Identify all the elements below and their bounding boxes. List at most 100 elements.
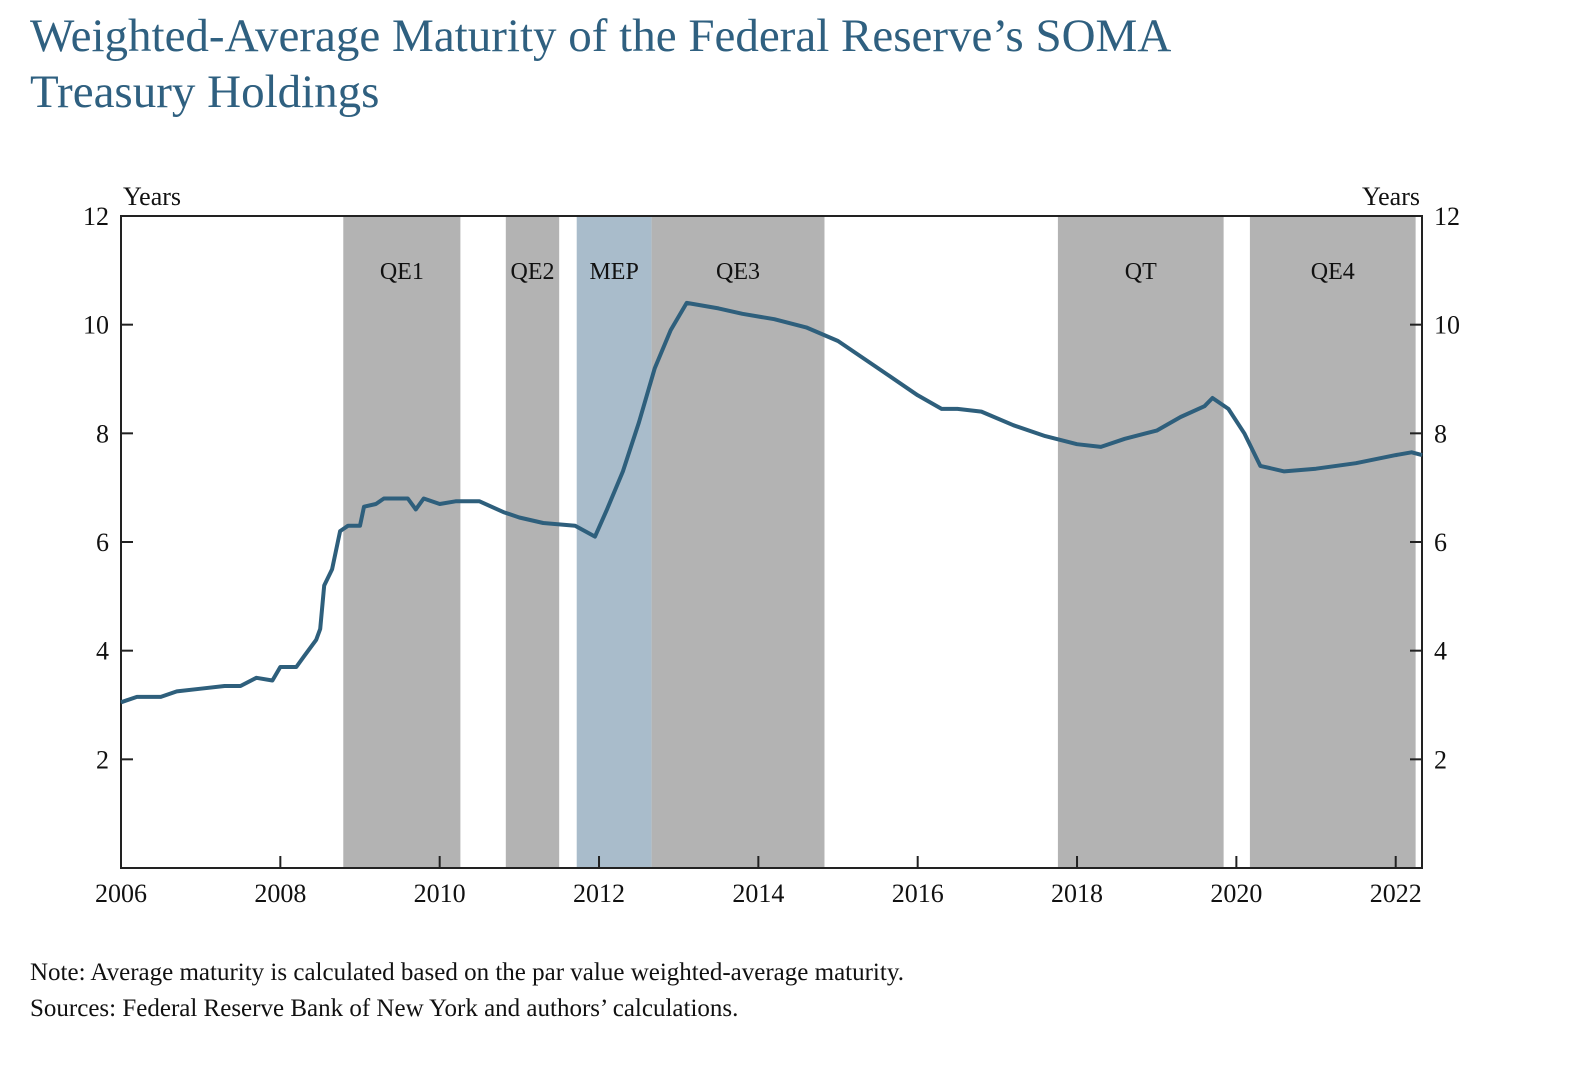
y-tick-label-right: 8 [1434,419,1447,448]
data-point [1395,454,1397,456]
period-label-qe3: QE3 [716,259,760,285]
x-tick-label: 2008 [254,879,306,908]
data-point [160,696,162,698]
data-point [837,340,839,342]
y-tick-label-left: 2 [96,745,109,774]
x-tick-label: 2022 [1370,879,1422,908]
chart-notes: Note: Average maturity is calculated bas… [30,955,904,1027]
data-point [622,470,624,472]
data-point [339,530,341,532]
data-point [415,508,417,510]
x-tick-label: 2020 [1210,879,1262,908]
data-point [502,511,504,513]
data-point [1044,435,1046,437]
data-point [240,685,242,687]
data-point [805,326,807,328]
y-tick-label-right: 6 [1434,528,1447,557]
period-band-mep [576,216,652,868]
data-point [686,302,688,304]
period-label-qe4: QE4 [1311,259,1355,285]
period-band-qt [1057,216,1224,868]
data-point [423,498,425,500]
data-point [877,367,879,369]
data-point [295,666,297,668]
data-point [279,666,281,668]
data-point [1411,451,1413,453]
data-point [574,525,576,527]
data-point [1259,465,1261,467]
y-axis-label-left: Years [123,182,181,211]
data-point [363,506,365,508]
period-band-qe4 [1249,216,1416,868]
data-point [479,500,481,502]
data-point [654,367,656,369]
data-point [1421,454,1423,456]
data-point [271,680,273,682]
data-point [670,329,672,331]
sources-text: Sources: Federal Reserve Bank of New Yor… [30,995,739,1022]
x-tick-label: 2010 [414,879,466,908]
note-text: Note: Average maturity is calculated bas… [30,959,904,986]
x-tick-label: 2014 [732,879,784,908]
data-point [176,690,178,692]
period-label-qe2: QE2 [510,259,554,285]
data-point [1124,438,1126,440]
y-tick-label-right: 10 [1434,311,1460,340]
y-tick-label-right: 4 [1434,637,1447,666]
data-point [542,522,544,524]
data-point [383,498,385,500]
data-point [1180,416,1182,418]
data-point [1100,446,1102,448]
period-band-qe1 [343,216,461,868]
data-point [773,318,775,320]
data-point [1243,432,1245,434]
period-label-mep: MEP [589,259,638,285]
data-point [455,500,457,502]
data-point [1283,470,1285,472]
y-axis-label-right: Years [1362,182,1420,211]
data-point [1076,443,1078,445]
period-label-qe1: QE1 [380,259,424,285]
chart-title: Weighted-Average Maturity of the Federal… [30,8,1171,120]
data-point [375,503,377,505]
data-point [917,394,919,396]
x-tick-label: 2016 [892,879,944,908]
data-point [303,655,305,657]
data-point [980,411,982,413]
y-tick-label-right: 2 [1434,745,1447,774]
data-point [594,536,596,538]
data-point [315,639,317,641]
data-point [1012,424,1014,426]
data-point [718,307,720,309]
x-tick-label: 2012 [573,879,625,908]
period-band-qe2 [505,216,560,868]
x-tick-label: 2006 [95,879,147,908]
data-point [741,313,743,315]
data-point [1156,430,1158,432]
data-point [1227,408,1229,410]
data-point [439,503,441,505]
data-point [957,408,959,410]
data-point [347,525,349,527]
title-line-1: Weighted-Average Maturity of the Federal… [30,10,1172,62]
data-point [200,688,202,690]
y-tick-label-left: 8 [96,419,109,448]
data-point [136,696,138,698]
data-point [1211,397,1213,399]
data-point [1355,462,1357,464]
y-tick-label-left: 10 [83,311,109,340]
title-line-2: Treasury Holdings [30,66,380,118]
period-label-qt: QT [1125,259,1157,285]
data-point [638,421,640,423]
data-point [1315,468,1317,470]
data-point [224,685,226,687]
data-point [518,517,520,519]
data-point [359,525,361,527]
x-tick-label: 2018 [1051,879,1103,908]
data-point [255,677,257,679]
data-point [941,408,943,410]
data-point [323,584,325,586]
data-point [606,508,608,510]
data-point [407,498,409,500]
